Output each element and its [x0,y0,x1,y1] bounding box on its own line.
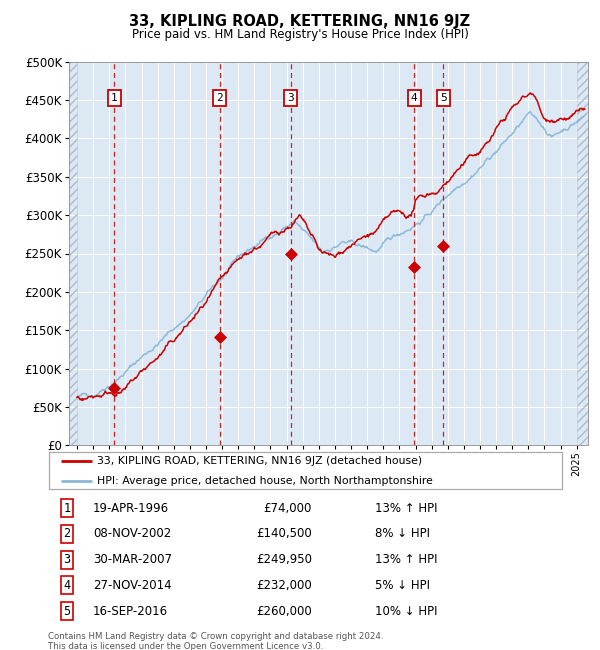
Text: 08-NOV-2002: 08-NOV-2002 [93,527,171,540]
Text: Price paid vs. HM Land Registry's House Price Index (HPI): Price paid vs. HM Land Registry's House … [131,28,469,41]
FancyBboxPatch shape [49,452,562,489]
Text: 13% ↑ HPI: 13% ↑ HPI [376,502,438,515]
Text: This data is licensed under the Open Government Licence v3.0.: This data is licensed under the Open Gov… [48,642,323,650]
Text: 10% ↓ HPI: 10% ↓ HPI [376,604,438,617]
Text: 3: 3 [287,93,294,103]
Text: 4: 4 [411,93,418,103]
Text: HPI: Average price, detached house, North Northamptonshire: HPI: Average price, detached house, Nort… [97,476,433,486]
Text: 5% ↓ HPI: 5% ↓ HPI [376,579,430,592]
Text: 2: 2 [217,93,223,103]
Text: £74,000: £74,000 [263,502,312,515]
Text: 33, KIPLING ROAD, KETTERING, NN16 9JZ: 33, KIPLING ROAD, KETTERING, NN16 9JZ [130,14,470,29]
Text: 2: 2 [64,527,71,540]
Text: £140,500: £140,500 [256,527,312,540]
Text: 1: 1 [111,93,118,103]
Text: £260,000: £260,000 [256,604,312,617]
Text: 16-SEP-2016: 16-SEP-2016 [93,604,168,617]
Text: 13% ↑ HPI: 13% ↑ HPI [376,553,438,566]
Text: Contains HM Land Registry data © Crown copyright and database right 2024.: Contains HM Land Registry data © Crown c… [48,632,383,641]
Text: £249,950: £249,950 [256,553,312,566]
Text: 1: 1 [64,502,71,515]
Text: 5: 5 [64,604,71,617]
Text: 3: 3 [64,553,71,566]
Text: 5: 5 [440,93,446,103]
Text: 33, KIPLING ROAD, KETTERING, NN16 9JZ (detached house): 33, KIPLING ROAD, KETTERING, NN16 9JZ (d… [97,456,422,465]
Text: £232,000: £232,000 [256,579,312,592]
Text: 19-APR-1996: 19-APR-1996 [93,502,169,515]
Text: 4: 4 [64,579,71,592]
Text: 27-NOV-2014: 27-NOV-2014 [93,579,172,592]
Text: 30-MAR-2007: 30-MAR-2007 [93,553,172,566]
Text: 8% ↓ HPI: 8% ↓ HPI [376,527,430,540]
